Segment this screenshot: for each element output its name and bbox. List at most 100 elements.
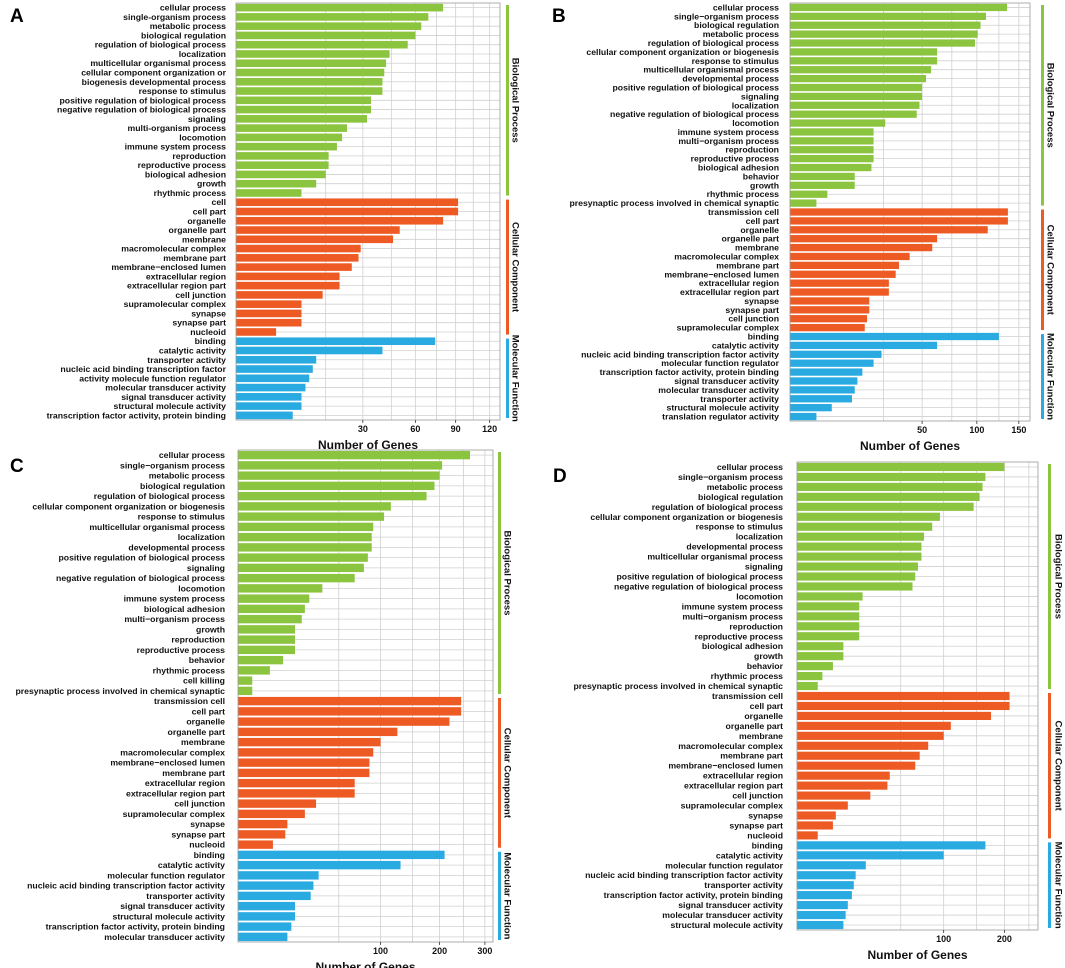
panel-c-bar-organelle (238, 717, 450, 726)
panel-b-category-label: negative regulation of biological proces… (610, 109, 779, 119)
panel-b-bar-macromolecular-complex (790, 252, 910, 261)
panel-c-category-label: molecular transducer activity (104, 932, 225, 942)
panel-c-bar-transmission-cell (238, 696, 462, 706)
panel-b-bar-binding (790, 332, 999, 341)
panel-d-bar-single-organism-process (797, 472, 986, 482)
panel-a-category-label: metabolic process (150, 21, 226, 31)
panel-b-bar-immune-system-process (790, 128, 874, 136)
panel-a-group-strip-molecular-function (506, 338, 509, 418)
panel-b-bar-organelle-part (790, 235, 938, 243)
panel-c-bar-developmental-process (238, 543, 372, 552)
panel-d-category-label: macromolecular complex (678, 741, 783, 751)
panel-a-group-label-molecular-function: Molecular Function (510, 335, 521, 422)
panel-a-category-label: multi-organism process (128, 123, 227, 133)
panel-d-bar-developmental-process (797, 542, 922, 551)
panel-c-category-label: multi−organism process (124, 614, 225, 624)
panel-a-bar-binding (236, 337, 436, 346)
panel-c-category-label: single−organism process (120, 460, 225, 470)
panel-c-bar-transporter-activity (238, 891, 311, 901)
panel-a-category-label: negative regulation of biological proces… (57, 105, 226, 115)
panel-a-category-label: transporter activity (147, 355, 226, 365)
panel-d-bar-molecular-function-regulator (797, 861, 866, 870)
panel-d-bar-multi-organism-process (797, 612, 860, 621)
panel-c-category-label: immune system process (124, 594, 226, 604)
panel-d-bar-extracellular-region-part (797, 781, 888, 790)
panel-c-category-label: locomotion (178, 583, 225, 593)
panel-b-bar-cellular-component-organization-or-biogenesis (790, 48, 938, 56)
panel-c-bar-organelle-part (238, 727, 398, 737)
panel-b-category-label: biological regulation (694, 20, 779, 30)
panel-a-category-label: growth (197, 179, 226, 189)
panel-a-category-label: single-organism process (123, 12, 226, 22)
panel-d-bar-extracellular-region (797, 771, 890, 780)
panel-b-bar-cellular-process (790, 3, 1008, 12)
panel-a-category-label: molecular transducer activity (105, 383, 226, 393)
panel-c-bar-locomotion (238, 584, 323, 593)
panel-b-category-label: translation regulator activity (662, 412, 779, 422)
panel-a-category-label: cell part (193, 207, 226, 217)
panel-b-bar-cell-junction (790, 315, 868, 323)
panel-b-bar-synapse-part (790, 306, 870, 314)
panel-a-x-tick-label: 90 (451, 424, 461, 434)
panel-d-plot-border (796, 461, 1039, 931)
panel-b-group-strip-molecular-function (1041, 334, 1044, 419)
panel-c-x-tick-label: 300 (477, 946, 492, 956)
panel-c-category-label: structural molecule activity (113, 911, 226, 921)
panel-c-category-label: nucleic acid binding transcription facto… (27, 881, 225, 891)
panel-d-bar-behavior (797, 662, 833, 671)
panel-c-category-label: catalytic activity (158, 860, 225, 870)
panel-c-category-label: regulation of biological process (94, 491, 225, 501)
panel-a-bar-negative-regulation-of-biological-process (236, 105, 372, 114)
panel-a-bar-positive-regulation-of-biological-process (236, 96, 372, 105)
panel-a-bar-nucleic-acid-binding-transcription-factor (236, 365, 313, 373)
panel-c-bar-cellular-component-organization-or-biogenesis (238, 502, 391, 511)
panel-b-category-label: molecular transducer activity (658, 385, 779, 395)
panel-c-bar-signaling (238, 563, 364, 573)
panel-a-category-label: nucleoid (190, 327, 226, 337)
panel-a-category-label: cellular component organization or (81, 68, 226, 78)
panel-b-category-label: presynaptic process involved in chemical… (569, 198, 779, 208)
panel-d-bar-biological-adhesion (797, 642, 844, 651)
panel-a-category-label: reproduction (172, 151, 226, 161)
panel-c-category-label: cell junction (174, 799, 225, 809)
panel-b-category-label: rhythmic process (707, 189, 780, 199)
panel-c-group-strip-cellular-component (498, 698, 501, 848)
panel-c-category-label: synapse (190, 819, 225, 829)
panel-a-category-label: binding (195, 336, 226, 346)
panel-b-letter: B (552, 6, 566, 27)
panel-a-bar-nucleoid (236, 328, 277, 336)
panel-c-bar-extracellular-region (238, 778, 355, 788)
panel-d-bar-synapse-part (797, 821, 833, 830)
panel-d-category-label: molecular function regulator (665, 860, 783, 870)
panel-a-bar-molecular-transducer-activity (236, 383, 306, 392)
panel-a-category-label: synapse part (172, 318, 226, 328)
panel-c-category-label: biological adhesion (144, 604, 225, 614)
panel-a-bar-signaling (236, 115, 367, 123)
panel-d-x-tick-label: 100 (936, 934, 951, 944)
panel-d-category-label: biological adhesion (702, 641, 783, 651)
panel-c-bar-growth (238, 625, 296, 634)
panel-b-bar-signaling (790, 92, 923, 101)
panel-b-bar-reproduction (790, 146, 874, 154)
panel-a-bar-multi-organism-process (236, 124, 348, 132)
panel-c-category-label: extracellular region part (126, 788, 225, 798)
panel-a-bar-immune-system-process (236, 142, 337, 151)
panel-d-category-label: catalytic activity (716, 850, 783, 860)
panel-a-category-label: membrane−enclosed lumen (111, 262, 226, 272)
panel-b-category-label: synapse (744, 296, 779, 306)
panel-c-category-label: response to stimulus (138, 512, 226, 522)
panel-c-bar-multicellular-organismal-process (238, 522, 374, 532)
panel-c-bar-localization (238, 532, 372, 542)
panel-b-bar-synapse (790, 297, 870, 305)
panel-b-group-label-molecular-function: Molecular Function (1045, 333, 1056, 420)
panel-d-bar-transmission-cell (797, 691, 1010, 701)
panel-c-bar-negative-regulation-of-biological-process (238, 573, 355, 583)
panel-b-category-label: immune system process (678, 127, 780, 137)
panel-c-bar-biological-regulation (238, 481, 435, 491)
panel-a-bar-membrane-part (236, 254, 359, 262)
panel-b-category-label: organelle part (722, 234, 780, 244)
panel-a-bar-extracellular-region-part (236, 281, 340, 290)
panel-a-bar-reproduction (236, 152, 329, 160)
panel-b-bar-response-to-stimulus (790, 57, 938, 65)
panel-d-category-label: structural molecule activity (671, 920, 784, 930)
